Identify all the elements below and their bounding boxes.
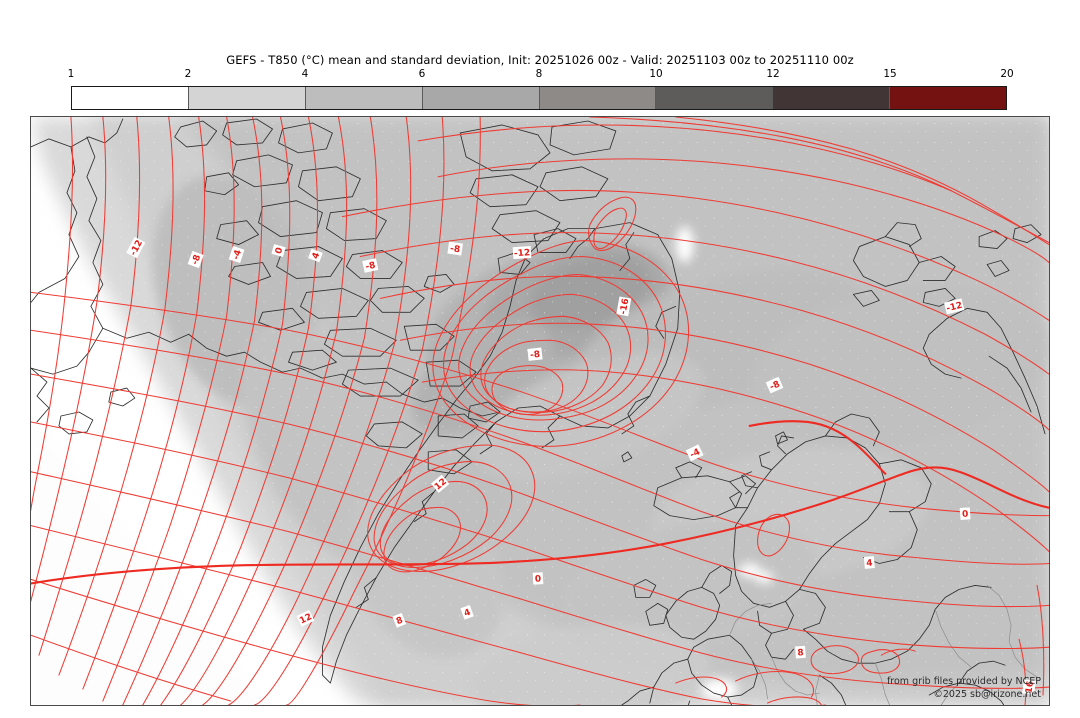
colorbar-tick-labels: 1 2 4 6 8 10 12 15 20 (67, 68, 1014, 84)
isotherm-svg: -12 -8 -4 0 4 -8 -8 -12 -16 -8 -8 -12 -4… (31, 117, 1049, 705)
colorbar-tick-15: 15 (883, 68, 897, 80)
colorbar-tick-20: 20 (1000, 68, 1014, 80)
colorbar-segment-10-12 (655, 87, 773, 109)
colorbar-segment-1-2 (72, 87, 188, 109)
colorbar-tick-6: 6 (418, 68, 426, 80)
svg-text:4: 4 (311, 251, 323, 260)
colorbar-segment-15-20 (889, 87, 1006, 109)
svg-text:4: 4 (866, 558, 873, 568)
colorbar-gradient (71, 86, 1007, 110)
colorbar-tick-4: 4 (301, 68, 309, 80)
colorbar-tick-1: 1 (67, 68, 75, 80)
svg-text:0: 0 (535, 574, 542, 584)
colorbar-segment-6-8 (421, 87, 539, 109)
coastline-svg (31, 118, 1046, 705)
svg-text:0: 0 (962, 510, 969, 520)
colorbar-segment-12-15 (772, 87, 890, 109)
svg-text:-16: -16 (619, 298, 632, 316)
colorbar-segment-4-6 (304, 87, 422, 109)
svg-text:12: 12 (433, 477, 449, 493)
svg-text:-4: -4 (231, 249, 244, 262)
svg-text:-8: -8 (190, 254, 203, 267)
colorbar-tick-10: 10 (649, 68, 663, 80)
colorbar-segment-2-4 (187, 87, 305, 109)
svg-text:-8: -8 (365, 261, 377, 273)
svg-text:8: 8 (797, 648, 804, 658)
colorbar: 1 2 4 6 8 10 12 15 20 (68, 68, 1014, 110)
page-title: GEFS - T850 (°C) mean and standard devia… (226, 53, 854, 67)
svg-text:12: 12 (298, 612, 314, 626)
svg-text:-8: -8 (449, 244, 460, 255)
colorbar-segment-8-10 (538, 87, 656, 109)
colorbar-tick-12: 12 (766, 68, 780, 80)
svg-text:-8: -8 (530, 350, 541, 361)
svg-text:-8: -8 (768, 380, 781, 393)
map-canvas[interactable]: -12 -8 -4 0 4 -8 -8 -12 -16 -8 -8 -12 -4… (30, 116, 1050, 706)
isotherm-contour-layer: -12 -8 -4 0 4 -8 -8 -12 -16 -8 -8 -12 -4… (31, 117, 1049, 705)
svg-text:-12: -12 (945, 301, 963, 315)
svg-text:8: 8 (395, 616, 405, 628)
svg-text:-12: -12 (514, 248, 531, 259)
svg-text:4: 4 (463, 608, 472, 620)
contour-label-group: -12 -8 -4 0 4 -8 -8 -12 -16 -8 -8 -12 -4… (126, 236, 1036, 695)
svg-text:0: 0 (274, 246, 285, 255)
colorbar-tick-8: 8 (535, 68, 543, 80)
coastline-layer (31, 117, 1049, 705)
svg-text:16: 16 (1024, 680, 1036, 694)
colorbar-tick-2: 2 (184, 68, 192, 80)
svg-text:-4: -4 (689, 447, 702, 460)
